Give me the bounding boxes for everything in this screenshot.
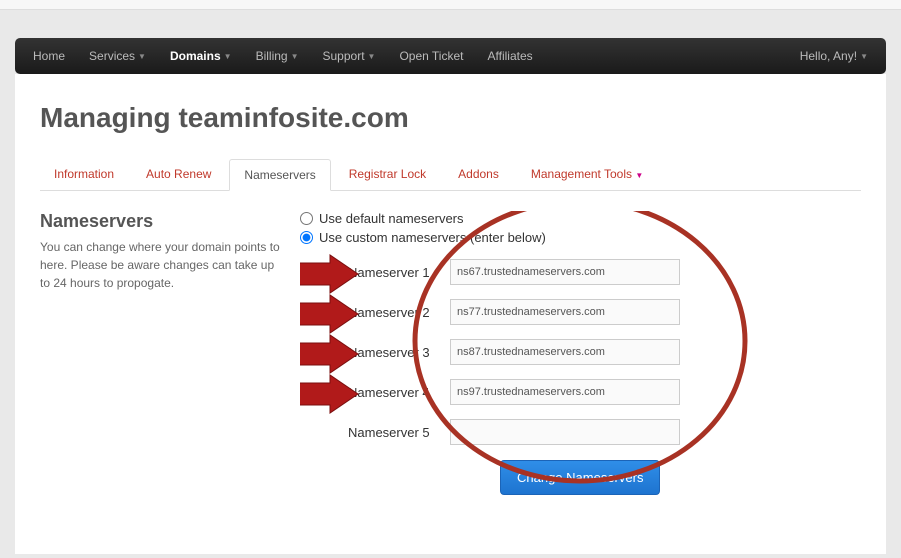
- tab-bar: Information Auto Renew Nameservers Regis…: [40, 159, 861, 191]
- tab-registrar-lock[interactable]: Registrar Lock: [335, 159, 440, 190]
- tab-nameservers[interactable]: Nameservers: [229, 159, 330, 191]
- tab-information[interactable]: Information: [40, 159, 128, 190]
- radio-default-label: Use default nameservers: [319, 211, 464, 226]
- nav-billing[interactable]: Billing▼: [256, 49, 299, 63]
- tab-management-tools[interactable]: Management Tools ▼: [517, 159, 657, 190]
- radio-default-ns[interactable]: Use default nameservers: [300, 211, 861, 226]
- top-strip: [0, 0, 901, 10]
- ns2-label: Nameserver 2: [300, 305, 450, 320]
- nav-support[interactable]: Support▼: [323, 49, 376, 63]
- main-navbar: Home Services▼ Domains▼ Billing▼ Support…: [15, 38, 886, 74]
- nameserver-form: Use default nameservers Use custom names…: [300, 211, 861, 495]
- nav-affiliates[interactable]: Affiliates: [487, 49, 532, 63]
- nav-user-greeting[interactable]: Hello, Any!▼: [800, 49, 868, 63]
- page-title: Managing teaminfosite.com: [40, 102, 861, 134]
- caret-icon: ▼: [368, 52, 376, 61]
- ns4-input[interactable]: [450, 379, 680, 405]
- radio-default-input[interactable]: [300, 212, 313, 225]
- ns1-input[interactable]: [450, 259, 680, 285]
- nav-services[interactable]: Services▼: [89, 49, 146, 63]
- radio-custom-input[interactable]: [300, 231, 313, 244]
- ns5-label: Nameserver 5: [300, 425, 450, 440]
- caret-icon: ▼: [860, 52, 868, 61]
- change-nameservers-button[interactable]: Change Nameservers: [500, 460, 660, 495]
- ns4-label: Nameserver 4: [300, 385, 450, 400]
- caret-icon: ▼: [635, 171, 643, 180]
- tab-auto-renew[interactable]: Auto Renew: [132, 159, 225, 190]
- nav-open-ticket[interactable]: Open Ticket: [399, 49, 463, 63]
- section-description: You can change where your domain points …: [40, 238, 280, 292]
- radio-custom-ns[interactable]: Use custom nameservers (enter below): [300, 230, 861, 245]
- nav-domains[interactable]: Domains▼: [170, 49, 232, 63]
- ns3-input[interactable]: [450, 339, 680, 365]
- caret-icon: ▼: [138, 52, 146, 61]
- content-panel: Managing teaminfosite.com Information Au…: [15, 74, 886, 554]
- ns5-input[interactable]: [450, 419, 680, 445]
- tab-addons[interactable]: Addons: [444, 159, 513, 190]
- radio-custom-label: Use custom nameservers (enter below): [319, 230, 546, 245]
- caret-icon: ▼: [224, 52, 232, 61]
- ns2-input[interactable]: [450, 299, 680, 325]
- caret-icon: ▼: [291, 52, 299, 61]
- ns3-label: Nameserver 3: [300, 345, 450, 360]
- section-heading: Nameservers: [40, 211, 280, 232]
- nav-home[interactable]: Home: [33, 49, 65, 63]
- ns1-label: Nameserver 1: [300, 265, 450, 280]
